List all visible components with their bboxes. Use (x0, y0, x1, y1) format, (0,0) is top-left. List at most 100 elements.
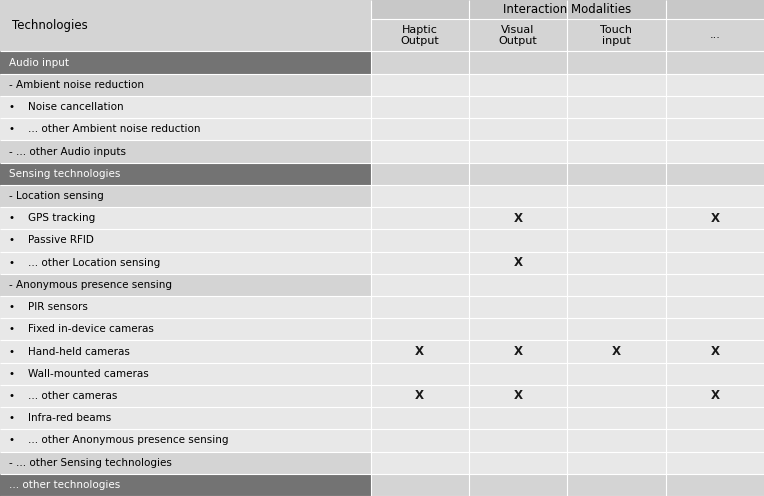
Bar (0, 229, 371, 251)
Bar (665, 340, 764, 363)
Bar (0, 407, 371, 430)
Bar (469, 296, 567, 318)
Bar (567, 430, 665, 451)
Bar (0, 118, 371, 140)
Bar (567, 274, 665, 296)
Text: X: X (711, 389, 720, 402)
Text: •    GPS tracking: • GPS tracking (9, 213, 96, 223)
Bar (469, 340, 567, 363)
Bar (371, 52, 469, 74)
Bar (0, 474, 371, 496)
Text: •    Infra-red beams: • Infra-red beams (9, 413, 112, 423)
Text: •    Hand-held cameras: • Hand-held cameras (9, 347, 130, 357)
Bar (371, 251, 469, 274)
Text: X: X (711, 345, 720, 358)
Bar (0, 140, 371, 163)
Bar (371, 474, 469, 496)
Text: X: X (513, 212, 523, 225)
Bar (665, 229, 764, 251)
Bar (567, 207, 665, 229)
Bar (665, 385, 764, 407)
Bar (0, 318, 371, 340)
Bar (665, 274, 764, 296)
Bar (0, 296, 371, 318)
Text: Visual
Output: Visual Output (499, 25, 537, 46)
Bar (0, 363, 371, 385)
Bar (469, 407, 567, 430)
Bar (0, 340, 371, 363)
Bar (665, 52, 764, 74)
Bar (665, 19, 764, 52)
Bar (0, 385, 371, 407)
Text: X: X (513, 256, 523, 269)
Text: Sensing technologies: Sensing technologies (9, 169, 121, 179)
Text: X: X (612, 345, 621, 358)
Bar (567, 140, 665, 163)
Bar (567, 118, 665, 140)
Bar (567, 52, 665, 74)
Bar (0, 185, 371, 207)
Text: - Location sensing: - Location sensing (9, 191, 104, 201)
Bar (0, 451, 371, 474)
Bar (469, 251, 567, 274)
Bar (567, 229, 665, 251)
Text: - Anonymous presence sensing: - Anonymous presence sensing (9, 280, 172, 290)
Text: X: X (415, 389, 424, 402)
Bar (567, 340, 665, 363)
Bar (0, 74, 371, 96)
Bar (665, 140, 764, 163)
Bar (0, 163, 371, 185)
Bar (0, 52, 371, 74)
Bar (567, 251, 665, 274)
Bar (469, 140, 567, 163)
Bar (0, 0, 371, 52)
Bar (469, 274, 567, 296)
Bar (665, 207, 764, 229)
Bar (469, 185, 567, 207)
Bar (469, 229, 567, 251)
Text: •    PIR sensors: • PIR sensors (9, 302, 88, 312)
Bar (567, 318, 665, 340)
Bar (665, 451, 764, 474)
Text: Touch
input: Touch input (601, 25, 633, 46)
Bar (469, 207, 567, 229)
Bar (567, 385, 665, 407)
Bar (665, 74, 764, 96)
Bar (371, 74, 469, 96)
Text: Haptic
Output: Haptic Output (400, 25, 439, 46)
Bar (469, 96, 567, 118)
Text: •    Noise cancellation: • Noise cancellation (9, 102, 124, 112)
Bar (665, 318, 764, 340)
Bar (371, 19, 469, 52)
Bar (371, 0, 764, 19)
Text: •    Passive RFID: • Passive RFID (9, 236, 94, 246)
Bar (469, 118, 567, 140)
Bar (567, 185, 665, 207)
Bar (371, 385, 469, 407)
Bar (665, 363, 764, 385)
Bar (371, 407, 469, 430)
Bar (371, 340, 469, 363)
Text: ... other technologies: ... other technologies (9, 480, 120, 490)
Text: •    ... other Location sensing: • ... other Location sensing (9, 257, 160, 268)
Text: Technologies: Technologies (12, 19, 88, 32)
Bar (371, 118, 469, 140)
Bar (665, 430, 764, 451)
Bar (469, 163, 567, 185)
Bar (469, 430, 567, 451)
Bar (665, 474, 764, 496)
Bar (665, 163, 764, 185)
Bar (371, 185, 469, 207)
Bar (665, 407, 764, 430)
Bar (567, 96, 665, 118)
Bar (371, 229, 469, 251)
Text: •    Fixed in-device cameras: • Fixed in-device cameras (9, 324, 154, 334)
Bar (567, 163, 665, 185)
Text: •    Wall-mounted cameras: • Wall-mounted cameras (9, 369, 149, 379)
Bar (0, 274, 371, 296)
Bar (0, 251, 371, 274)
Text: •    ... other cameras: • ... other cameras (9, 391, 118, 401)
Bar (567, 474, 665, 496)
Bar (371, 140, 469, 163)
Text: - Ambient noise reduction: - Ambient noise reduction (9, 80, 144, 90)
